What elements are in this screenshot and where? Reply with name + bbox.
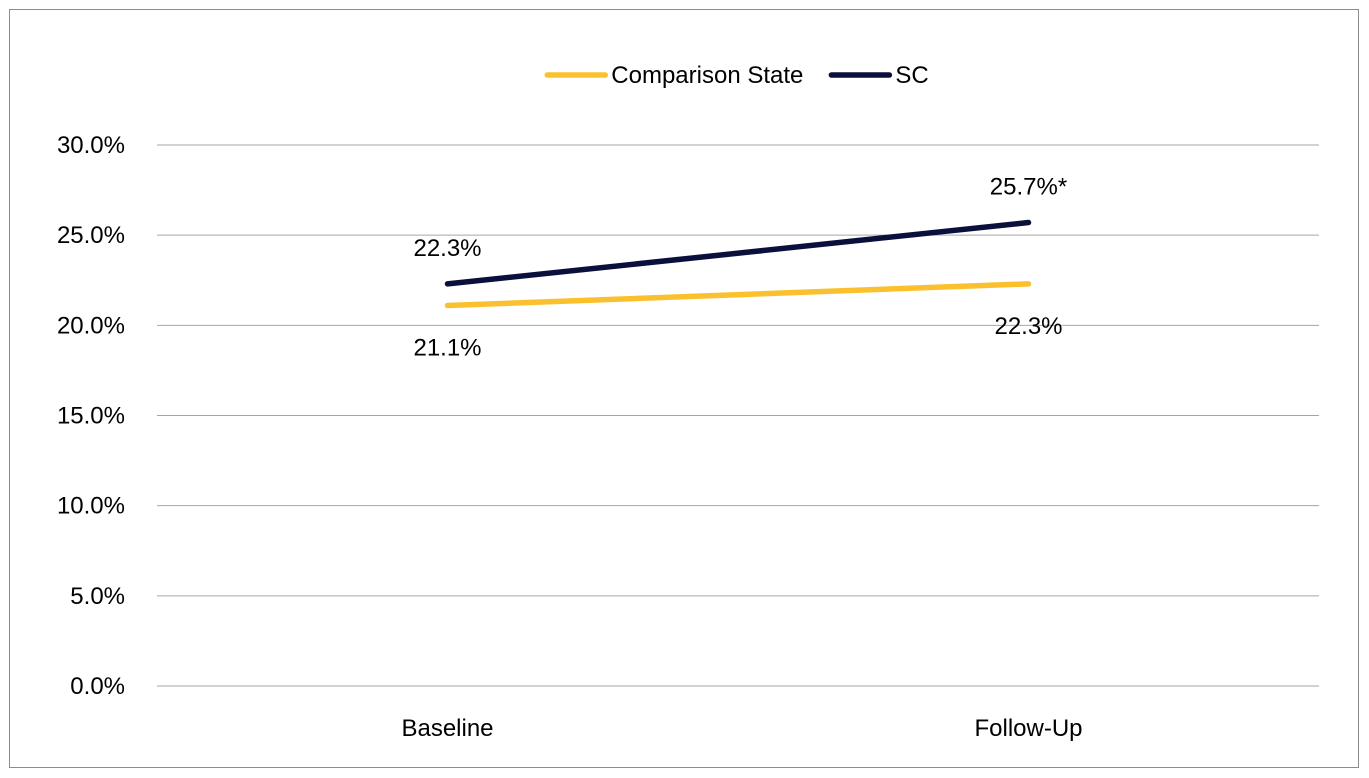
x-axis-ticks: Baseline Follow-Up [401, 715, 1082, 742]
x-tick-label: Follow-Up [974, 715, 1082, 742]
chart-frame [9, 9, 1359, 768]
x-tick-label: Baseline [401, 715, 493, 742]
y-tick-label: 10.0% [57, 493, 125, 520]
y-tick-label: 0.0% [70, 673, 125, 700]
data-label: 22.3% [994, 313, 1062, 340]
y-axis-ticks: 0.0% 5.0% 10.0% 15.0% 20.0% 25.0% 30.0% [57, 132, 125, 700]
y-tick-label: 15.0% [57, 403, 125, 430]
y-tick-label: 5.0% [70, 583, 125, 610]
series-lines [444, 219, 1032, 309]
y-tick-label: 30.0% [57, 132, 125, 159]
data-label: 21.1% [413, 334, 481, 361]
series-line-sc [444, 219, 1032, 287]
legend-label: SC [895, 62, 928, 89]
series-line-comparison-state [444, 281, 1032, 309]
data-label: 25.7%* [990, 174, 1067, 201]
legend: Comparison State SC [544, 62, 929, 89]
gridlines [157, 144, 1319, 687]
data-label: 22.3% [413, 235, 481, 262]
legend-label: Comparison State [611, 62, 803, 89]
y-tick-label: 20.0% [57, 312, 125, 339]
y-tick-label: 25.0% [57, 222, 125, 249]
data-labels: 21.1% 22.3% 22.3% 25.7%* [413, 174, 1067, 362]
